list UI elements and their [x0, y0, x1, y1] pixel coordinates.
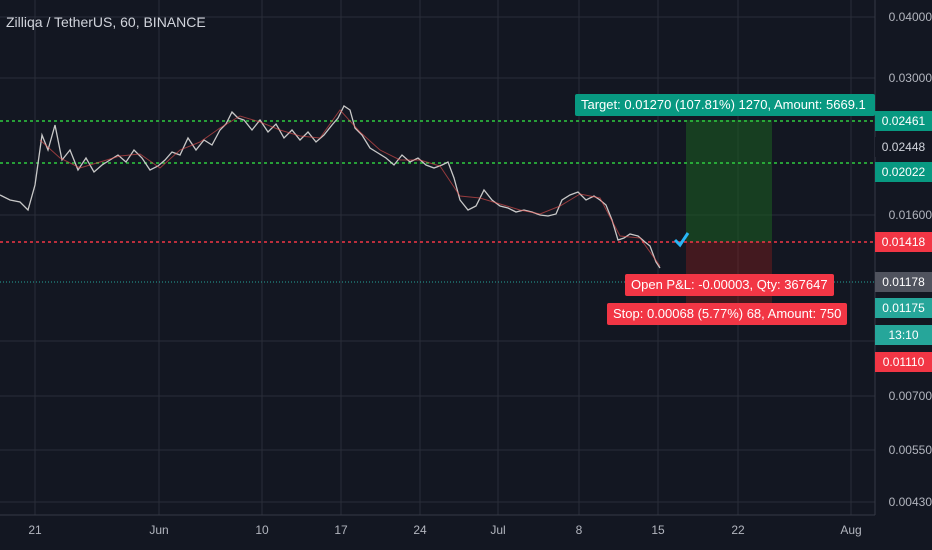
grid	[0, 0, 875, 515]
price-tick: 0.00430	[888, 495, 932, 509]
target-high-price-label: 0.02461	[875, 111, 932, 131]
date-tick: Jun	[149, 523, 169, 537]
target-low-price-label: 0.02022	[875, 162, 932, 182]
last-price-label: 0.01178	[875, 272, 932, 292]
price-series-wicks	[39, 109, 661, 267]
price-tick: 0.01600	[888, 208, 932, 222]
date-tick: 15	[651, 523, 665, 537]
target-mid-price-label: 0.02448	[875, 137, 932, 157]
stop-label[interactable]: Stop: 0.00068 (5.77%) 68, Amount: 750	[607, 303, 848, 325]
date-tick: 22	[731, 523, 745, 537]
date-tick: 8	[575, 523, 583, 537]
profit-zone[interactable]	[686, 120, 772, 242]
price-tick: 0.03000	[888, 71, 932, 85]
checkmark-icon	[673, 232, 690, 248]
stop-price-label: 0.01418	[875, 232, 932, 252]
chart-title: Zilliqa / TetherUS, 60, BINANCE	[6, 14, 206, 30]
target-label[interactable]: Target: 0.01270 (107.81%) 1270, Amount: …	[575, 94, 875, 116]
price-series[interactable]	[0, 105, 661, 269]
bar-countdown-label: 13:10	[875, 325, 932, 345]
date-tick: 17	[334, 523, 348, 537]
current-price-label: 0.01175	[875, 298, 932, 318]
price-tick: 0.04000	[888, 10, 932, 24]
price-tick: 0.00700	[888, 389, 932, 403]
pnl-label[interactable]: Open P&L: -0.00003, Qty: 367647	[625, 274, 834, 296]
price-tick: 0.00550	[888, 443, 932, 457]
date-tick: Jul	[490, 523, 506, 537]
stop-loss-price-label: 0.01110	[875, 352, 932, 372]
date-tick: 24	[413, 523, 427, 537]
date-tick: 10	[255, 523, 269, 537]
date-tick: 21	[28, 523, 42, 537]
date-tick: Aug	[840, 523, 862, 537]
